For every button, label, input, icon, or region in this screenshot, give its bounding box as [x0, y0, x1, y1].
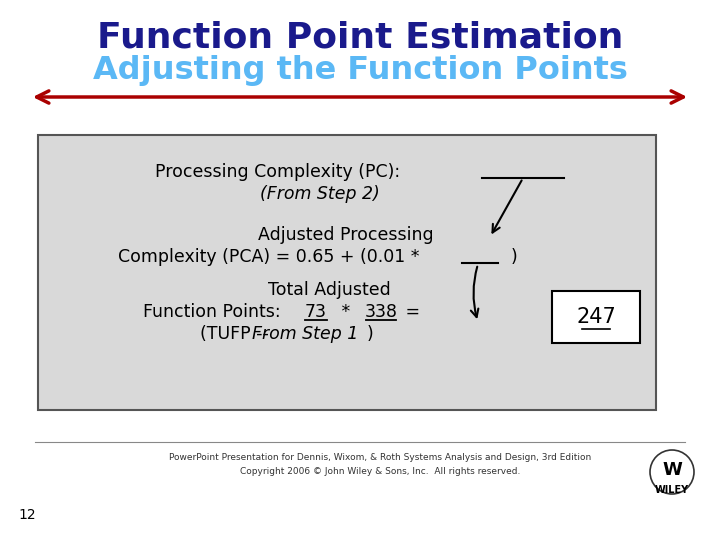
- Text: Processing Complexity (PC):: Processing Complexity (PC):: [155, 163, 400, 181]
- Text: Function Point Estimation: Function Point Estimation: [96, 21, 624, 55]
- Text: *: *: [336, 303, 356, 321]
- Text: 247: 247: [576, 307, 616, 327]
- Text: Copyright 2006 © John Wiley & Sons, Inc.  All rights reserved.: Copyright 2006 © John Wiley & Sons, Inc.…: [240, 468, 520, 476]
- Text: (TUFP --: (TUFP --: [200, 325, 274, 343]
- Text: Adjusted Processing: Adjusted Processing: [258, 226, 433, 244]
- Text: =: =: [400, 303, 420, 321]
- Text: From Step 1: From Step 1: [252, 325, 359, 343]
- Text: 73: 73: [305, 303, 327, 321]
- Text: Complexity (PCA) = 0.65 + (0.01 *: Complexity (PCA) = 0.65 + (0.01 *: [118, 248, 420, 266]
- Bar: [552, 291, 640, 343]
- Text: ): ): [500, 248, 518, 266]
- Text: PowerPoint Presentation for Dennis, Wixom, & Roth Systems Analysis and Design, 3: PowerPoint Presentation for Dennis, Wixo…: [169, 453, 591, 462]
- Bar: [38, 135, 656, 410]
- Text: Adjusting the Function Points: Adjusting the Function Points: [93, 56, 627, 86]
- Text: ): ): [367, 325, 374, 343]
- Text: W: W: [662, 461, 682, 479]
- Text: 338: 338: [364, 303, 397, 321]
- Text: 12: 12: [18, 508, 35, 522]
- Text: (From Step 2): (From Step 2): [260, 185, 379, 203]
- Text: Function Points:: Function Points:: [143, 303, 297, 321]
- Text: Total Adjusted: Total Adjusted: [268, 281, 391, 299]
- Text: WILEY: WILEY: [655, 485, 689, 495]
